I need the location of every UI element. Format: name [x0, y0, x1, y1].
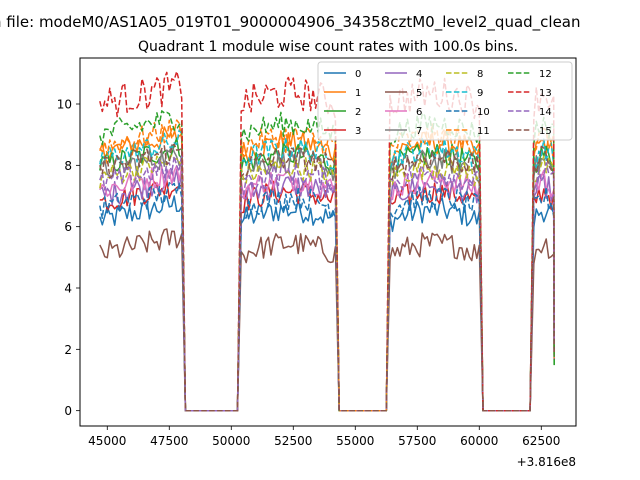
- x-tick-label: 57500: [398, 434, 436, 448]
- x-offset-label: +3.816e8: [517, 455, 576, 469]
- series-line-0: [99, 195, 555, 412]
- x-tick-label: 45000: [88, 434, 126, 448]
- x-tick-label: 50000: [212, 434, 250, 448]
- legend-box: [317, 61, 573, 141]
- legend-label-11: 11: [477, 126, 490, 137]
- series-line-15: [99, 143, 555, 412]
- legend-label-6: 6: [416, 107, 422, 118]
- legend-label-10: 10: [477, 107, 490, 118]
- y-axis: 0 2 4 6 8 10: [57, 98, 80, 418]
- series-line-5: [99, 228, 555, 412]
- series-line-14: [99, 153, 555, 412]
- legend-label-1: 1: [355, 88, 361, 99]
- y-tick-label: 8: [64, 159, 72, 173]
- legend-label-14: 14: [539, 107, 552, 118]
- y-tick-label: 2: [64, 343, 72, 357]
- series-line-9: [99, 129, 555, 412]
- y-tick-label: 0: [64, 404, 72, 418]
- y-tick-label: 6: [64, 220, 72, 234]
- legend-label-4: 4: [416, 69, 422, 80]
- legend-label-2: 2: [355, 107, 361, 118]
- legend-label-8: 8: [477, 69, 483, 80]
- y-tick-label: 10: [57, 98, 72, 112]
- x-tick-label: 62500: [522, 434, 560, 448]
- series-line-10: [99, 181, 555, 412]
- x-tick-label: 47500: [150, 434, 188, 448]
- y-tick-label: 4: [64, 282, 72, 296]
- legend-label-9: 9: [477, 88, 483, 99]
- legend-label-7: 7: [416, 126, 422, 137]
- legend-label-13: 13: [539, 88, 552, 99]
- legend-label-12: 12: [539, 69, 552, 80]
- x-tick-label: 55000: [336, 434, 374, 448]
- x-tick-label: 52500: [274, 434, 312, 448]
- series-line-13: [99, 70, 555, 412]
- legend-label-15: 15: [539, 126, 552, 137]
- legend-label-5: 5: [416, 88, 422, 99]
- plot-frame: [79, 57, 577, 427]
- x-tick-label: 60000: [460, 434, 498, 448]
- figure-suptitle: n file: modeM0/AS1A05_019T01_9000004906_…: [0, 13, 581, 32]
- legend-label-3: 3: [355, 126, 361, 137]
- legend-label-0: 0: [355, 69, 361, 80]
- series-line-1: [99, 126, 555, 412]
- x-axis: 45000 47500 50000 52500 55000 57500 60000 62500: [88, 426, 560, 448]
- series-line-4: [99, 168, 555, 412]
- chart-title: Quadrant 1 module wise count rates with …: [138, 39, 518, 55]
